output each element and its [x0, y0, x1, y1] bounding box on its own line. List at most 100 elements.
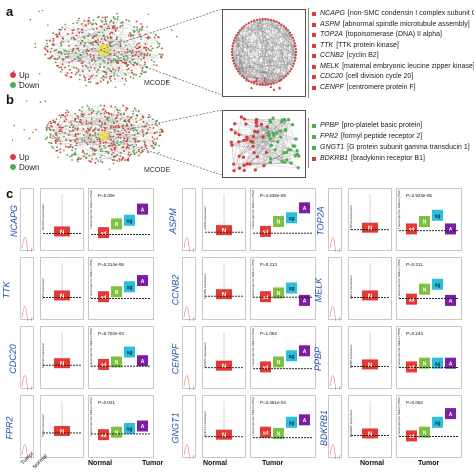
cluster-edge: [244, 162, 292, 166]
network-node: [151, 136, 154, 139]
bullet-square-icon: [312, 145, 316, 150]
network-node: [160, 56, 163, 59]
network-node: [49, 134, 52, 137]
legend-down: Down: [10, 162, 39, 172]
network-node: [103, 36, 106, 39]
box-sd: [406, 223, 417, 235]
network-node: [60, 116, 62, 119]
network-edge: [61, 25, 95, 36]
cluster-edge: [233, 40, 274, 84]
network-node: [157, 43, 160, 45]
network-node: [80, 39, 83, 42]
cluster-node: [285, 158, 289, 162]
box-label: sg: [435, 420, 441, 426]
cluster-node: [294, 45, 297, 48]
cluster-node: [293, 154, 297, 158]
cluster-edge: [279, 22, 296, 56]
network-node: [130, 128, 132, 131]
legend-down: Down: [10, 80, 39, 90]
cluster-edge: [284, 119, 296, 156]
cluster-edge: [269, 120, 295, 147]
gene-description: [non-SMC condensin I complex subunit G]: [347, 10, 474, 17]
network-node: [78, 59, 80, 62]
network-node: [130, 52, 133, 55]
network-node: [159, 128, 162, 131]
mini-plot-frame: [182, 188, 196, 251]
cluster-edge: [250, 163, 299, 168]
network-edge: [64, 54, 88, 60]
bullet-square-icon: [312, 33, 316, 38]
network-edge: [49, 122, 92, 143]
cluster-node: [275, 131, 279, 135]
network-node: [103, 76, 106, 79]
network-node: [49, 132, 52, 135]
cluster-edge: [243, 26, 295, 64]
box-normal: [54, 226, 70, 237]
network-node: [124, 78, 127, 80]
box-sg: [286, 212, 297, 224]
network-node: [171, 29, 173, 31]
network-edge: [64, 139, 98, 149]
cluster-node: [295, 148, 299, 153]
bottom-label-tumor: Tumor: [142, 460, 164, 467]
network-node: [123, 120, 126, 123]
network-node: [58, 66, 61, 69]
box-label: sd: [263, 230, 269, 236]
cluster-node: [235, 67, 238, 71]
density-curve: [183, 444, 195, 459]
box-label: A: [141, 359, 145, 365]
cluster-node: [253, 80, 256, 83]
cluster-node: [258, 83, 261, 86]
network-edge: [129, 59, 142, 72]
network-node: [80, 121, 82, 124]
gene-name-label: MELK: [313, 277, 324, 303]
y-axis-label: MELK expression: [349, 275, 353, 299]
box-label: N: [277, 220, 281, 226]
network-node: [85, 130, 88, 133]
cluster-edge: [235, 22, 280, 67]
density-curve: [21, 375, 33, 390]
network-node: [54, 61, 57, 64]
network-node: [130, 35, 132, 37]
box-label: A: [141, 424, 145, 430]
cluster-edge: [231, 19, 257, 53]
network-node: [34, 43, 37, 45]
box-N: [273, 215, 284, 227]
cluster-edge: [268, 132, 299, 168]
network-node: [126, 64, 129, 66]
network-node: [137, 148, 140, 151]
gene-symbol: FPR2: [320, 133, 338, 140]
cluster-edge: [248, 80, 274, 84]
network-edge: [107, 140, 139, 160]
network-node: [78, 109, 81, 112]
bullet-square-icon: [312, 134, 316, 139]
network-edge: [105, 116, 154, 123]
network-node: [135, 121, 138, 124]
cluster-node: [264, 17, 267, 21]
cluster-edge: [251, 19, 260, 83]
network-node: [48, 141, 50, 144]
network-node: [114, 69, 117, 72]
network-node: [77, 50, 80, 53]
cluster-edge: [238, 71, 289, 74]
cluster-node: [296, 166, 300, 170]
network-edge: [71, 113, 122, 127]
cluster-edge: [244, 118, 257, 122]
p-value: P=5.00e: [98, 193, 115, 198]
y-axis-label: Transcripts Per Million (TPM): [397, 328, 401, 367]
network-node: [125, 74, 128, 76]
network-edge: [109, 126, 127, 154]
network-edge: [109, 80, 127, 83]
network-node: [65, 50, 68, 53]
network-node: [63, 135, 65, 138]
box-normal: [216, 289, 232, 300]
network-node: [69, 76, 72, 78]
cluster-edge: [261, 124, 265, 166]
network-edge: [55, 119, 61, 143]
network-node: [152, 127, 155, 129]
network-node: [112, 143, 115, 146]
network-node: [75, 121, 78, 123]
network-node: [60, 126, 63, 129]
network-edge: [59, 62, 63, 68]
network-edge: [114, 36, 146, 55]
